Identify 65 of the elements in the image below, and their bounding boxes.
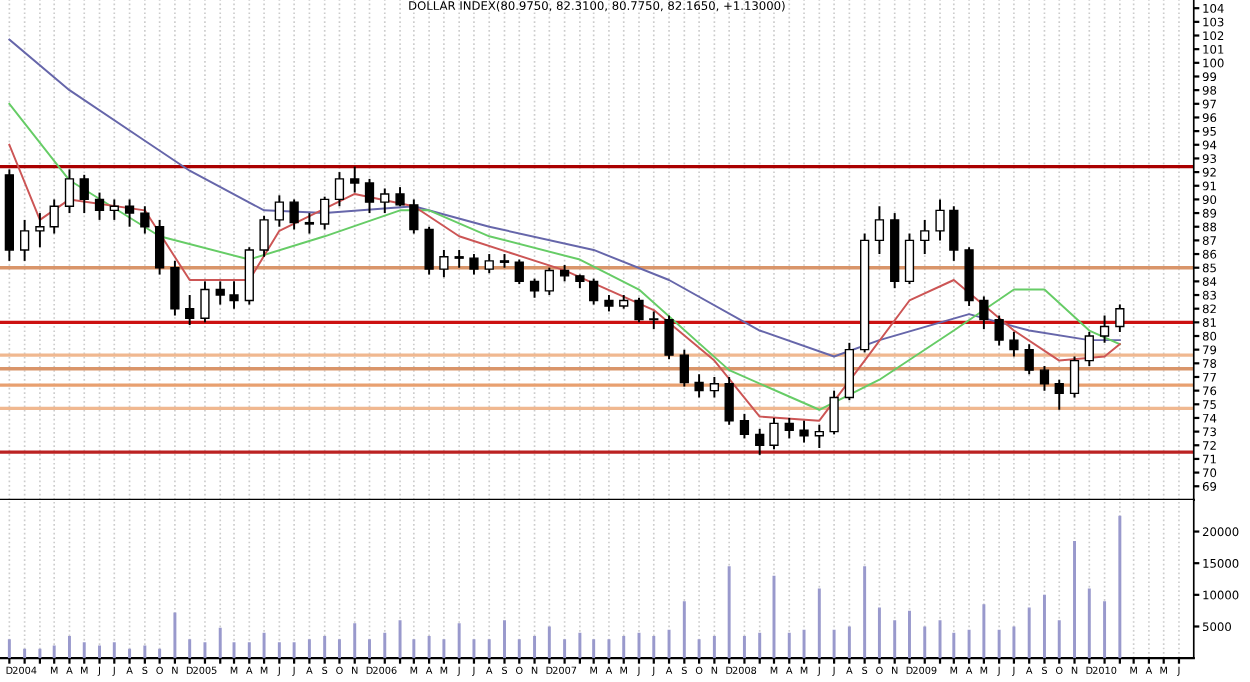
candlestick (529, 277, 540, 299)
candlestick (79, 173, 89, 215)
candlestick (64, 168, 75, 215)
candlestick (709, 376, 720, 399)
candlestick (829, 389, 839, 436)
candlestick (1054, 378, 1064, 411)
candlestick (994, 314, 1004, 347)
candlestick (484, 253, 494, 275)
candlestick (154, 218, 165, 276)
candlestick (589, 277, 599, 306)
candlestick (439, 248, 449, 279)
candlestick (320, 195, 330, 231)
candlestick (94, 191, 105, 221)
candlestick (229, 280, 239, 310)
line-series (8, 143, 1121, 422)
candlestick (380, 187, 390, 215)
candlestick (140, 205, 150, 235)
candlestick (304, 212, 315, 235)
candlestick (1069, 355, 1080, 399)
candlestick (35, 212, 45, 249)
candlestick (124, 198, 135, 228)
candlestick (1024, 343, 1034, 376)
candlestick (1039, 365, 1050, 392)
line-series (8, 102, 1121, 411)
candlestick (170, 259, 180, 317)
candlestick (1115, 303, 1125, 333)
candlestick (215, 280, 225, 306)
candlestick (49, 198, 59, 235)
candlestick (424, 225, 434, 276)
candlestick (109, 198, 119, 221)
candlestick (200, 280, 210, 324)
candlestick (784, 416, 794, 440)
candlestick (814, 423, 824, 449)
candlestick (935, 198, 945, 242)
candlestick (409, 198, 419, 235)
candlestick (1099, 314, 1110, 344)
candlestick (334, 171, 345, 208)
candlestick (1009, 330, 1019, 358)
candlestick (694, 373, 704, 399)
candlestick (514, 258, 524, 286)
candlestick (274, 194, 284, 228)
candlestick (844, 341, 855, 402)
candlestick (350, 165, 360, 194)
candlestick (679, 348, 689, 388)
candlestick (724, 376, 734, 426)
candlestick (979, 295, 989, 331)
candlestick (769, 416, 779, 451)
candlestick (19, 218, 30, 262)
candlestick (904, 232, 915, 286)
candlestick (949, 205, 959, 262)
candlestick (634, 296, 644, 324)
candlestick (185, 294, 195, 327)
candlestick (920, 218, 930, 256)
candlestick (739, 412, 750, 440)
candlestick (259, 214, 269, 258)
candlestick (364, 177, 375, 215)
candlestick (1084, 330, 1094, 368)
candlestick (649, 310, 659, 331)
candlestick (544, 266, 554, 296)
candlestick (799, 419, 809, 444)
candlestick (289, 198, 299, 231)
candlestick (664, 314, 674, 361)
candlestick (469, 253, 479, 276)
candlestick (755, 427, 765, 456)
candlestick (874, 205, 885, 256)
